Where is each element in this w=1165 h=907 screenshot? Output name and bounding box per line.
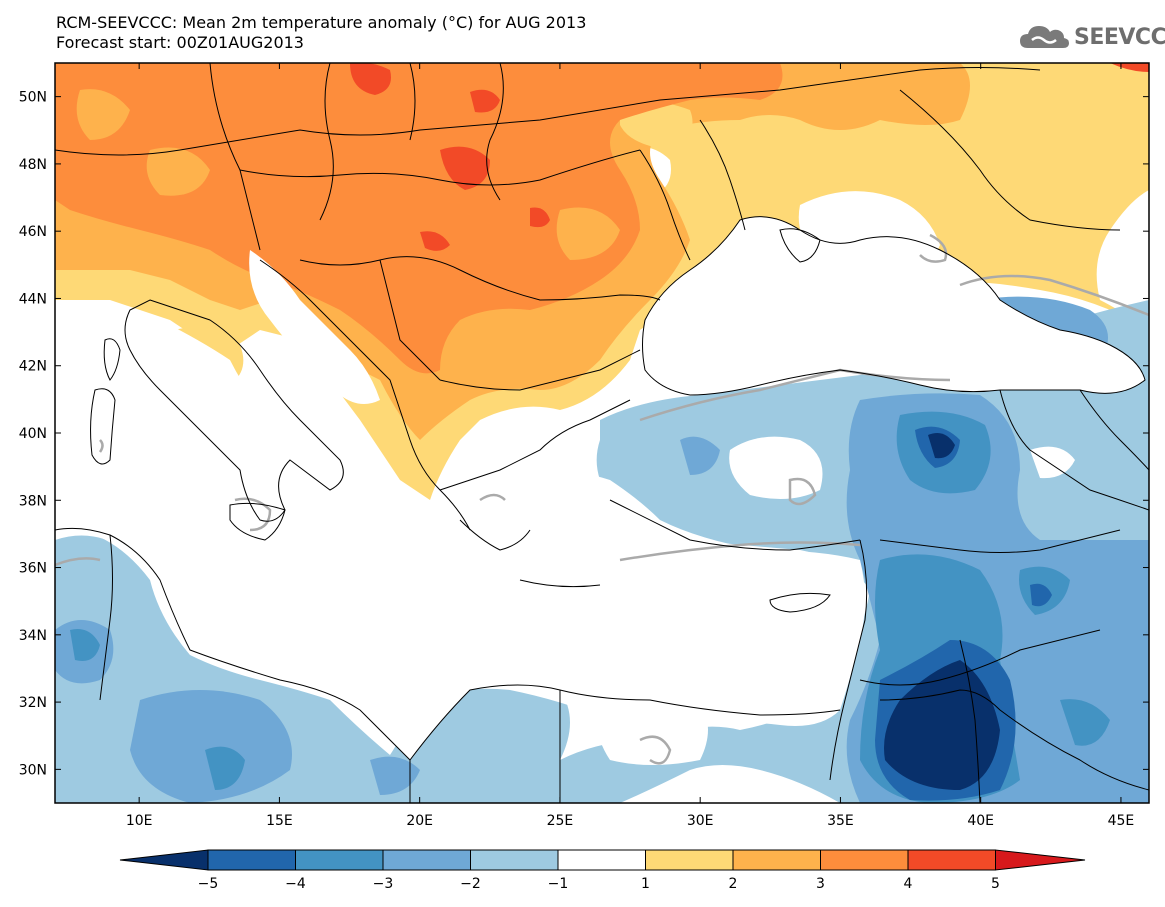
lon-tick-label: 15E	[266, 813, 293, 829]
colorbar-segment	[207, 849, 296, 871]
lat-tick-label: 44N	[19, 291, 47, 307]
longitude-axis: 10E 15E 20E 25E 30E 35E 40E 45E	[126, 63, 1134, 829]
lon-tick-label: 40E	[967, 813, 994, 829]
lat-tick-label: 46N	[19, 224, 47, 240]
colorbar: −5 −4 −3 −2 −1 1 2 3 4 5	[119, 849, 1086, 892]
colorbar-label: 3	[816, 876, 825, 892]
lat-tick-label: 42N	[19, 359, 47, 375]
lat-tick-label: 48N	[19, 157, 47, 173]
colorbar-segment	[295, 849, 384, 871]
colorbar-label: 2	[729, 876, 738, 892]
title-line-1: RCM-SEEVCCC: Mean 2m temperature anomaly…	[56, 13, 587, 32]
colorbar-label: −2	[460, 876, 481, 892]
lon-tick-label: 25E	[547, 813, 574, 829]
title-line-2: Forecast start: 00Z01AUG2013	[56, 33, 304, 52]
colorbar-arrow-low	[119, 849, 209, 871]
latitude-axis: 30N 32N 34N 36N 38N 40N 42N 44N 46N 48N 50N	[19, 90, 1149, 778]
warm-anomaly-4to5	[350, 63, 391, 95]
lat-tick-label: 30N	[19, 762, 47, 778]
colorbar-segment	[820, 849, 909, 871]
colorbar-label: −4	[285, 876, 306, 892]
lon-tick-label: 30E	[687, 813, 714, 829]
colorbar-arrow-high	[995, 849, 1086, 871]
colorbar-label: 4	[904, 876, 913, 892]
lon-tick-label: 10E	[126, 813, 153, 829]
lat-tick-label: 50N	[19, 90, 47, 106]
logo-text: SEEVCCC	[1074, 24, 1165, 50]
colorbar-segment	[382, 849, 471, 871]
lat-tick-label: 34N	[19, 628, 47, 644]
colorbar-segment	[470, 849, 559, 871]
colorbar-label: −1	[548, 876, 569, 892]
colorbar-label: 5	[991, 876, 1000, 892]
lat-tick-label: 32N	[19, 695, 47, 711]
colorbar-label: −5	[198, 876, 219, 892]
black-sea	[642, 216, 1145, 395]
lon-tick-label: 20E	[406, 813, 433, 829]
colorbar-segment	[907, 849, 996, 871]
cloud-icon	[1020, 26, 1069, 48]
colorbar-label: −3	[373, 876, 394, 892]
lon-tick-label: 45E	[1108, 813, 1135, 829]
anomaly-field	[55, 63, 1149, 803]
lat-tick-label: 40N	[19, 426, 47, 442]
zero-contours	[55, 233, 1149, 765]
colorbar-label: 1	[641, 876, 650, 892]
coastlines-borders	[55, 63, 1149, 803]
lat-tick-label: 38N	[19, 493, 47, 509]
colorbar-segment	[645, 849, 734, 871]
colorbar-segment	[557, 849, 646, 871]
seevccc-logo: SEEVCCC	[1018, 20, 1165, 54]
colorbar-segment	[732, 849, 821, 871]
map-title: RCM-SEEVCCC: Mean 2m temperature anomaly…	[56, 13, 586, 53]
lon-tick-label: 35E	[827, 813, 854, 829]
lat-tick-label: 36N	[19, 561, 47, 577]
